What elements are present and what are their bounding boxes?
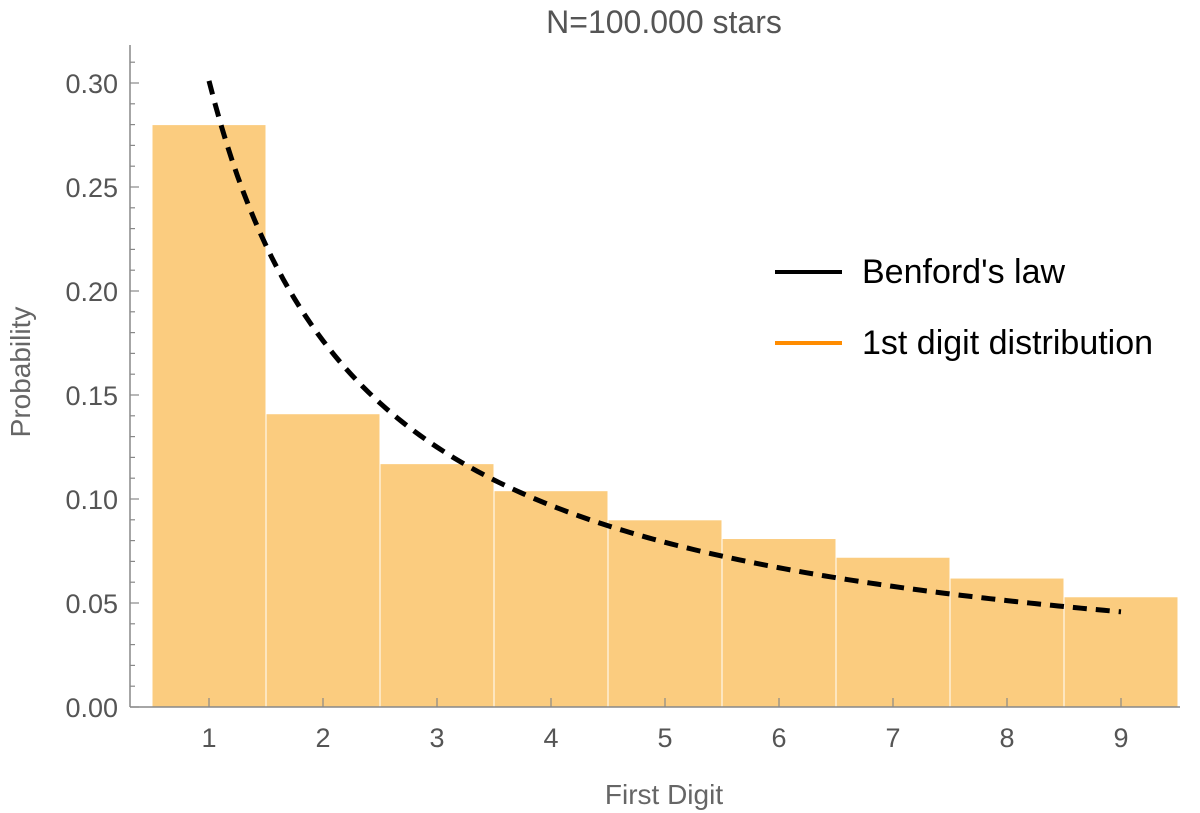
legend-label-distribution: 1st digit distribution: [862, 324, 1153, 362]
x-tick-label: 9: [1113, 723, 1128, 753]
axes-group: 0.00 0.05 0.10 0.15 0.20 0.25 0.30 1 2 3 4 5 6 7 8 9: [65, 45, 1180, 753]
bar-3: [379, 463, 495, 708]
x-tick-label: 7: [885, 723, 900, 753]
x-tick-label: 4: [543, 723, 558, 753]
x-tick-label: 3: [429, 723, 444, 753]
bar-1: [151, 124, 267, 708]
x-axis-title: First Digit: [605, 779, 723, 810]
x-tick-label: 2: [315, 723, 330, 753]
bars-group: [151, 124, 1179, 708]
y-axis-title: Probability: [5, 307, 36, 438]
y-tick-label: 0.15: [65, 381, 118, 411]
bar-9: [1063, 596, 1179, 708]
bar-6: [721, 538, 837, 708]
y-tick-label: 0.05: [65, 589, 118, 619]
bar-4: [493, 490, 609, 708]
y-tick-label: 0.20: [65, 277, 118, 307]
legend-label-benford: Benford's law: [862, 253, 1065, 291]
legend: Benford's law 1st digit distribution: [775, 253, 1153, 362]
chart-title: N=100.000 stars: [546, 4, 782, 40]
bar-2: [265, 413, 381, 708]
x-tick-label: 5: [657, 723, 672, 753]
x-tick-label: 6: [771, 723, 786, 753]
y-tick-label: 0.30: [65, 69, 118, 99]
y-tick-label: 0.25: [65, 173, 118, 203]
x-tick-label: 8: [999, 723, 1014, 753]
y-tick-label: 0.10: [65, 485, 118, 515]
bar-5: [607, 519, 723, 708]
benford-curve: [206, 80, 1122, 615]
y-tick-label: 0.00: [65, 693, 118, 723]
x-tick-label: 1: [201, 723, 216, 753]
